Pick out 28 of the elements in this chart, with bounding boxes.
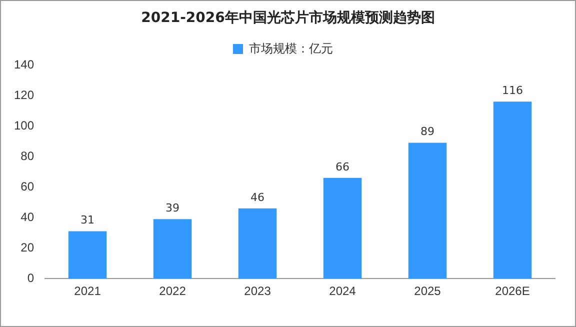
chart-title: 2021-2026年中国光芯片市场规模预测趋势图 [140, 9, 436, 27]
y-tick-label: 120 [14, 88, 34, 102]
data-label: 116 [502, 84, 523, 97]
bar [153, 219, 192, 279]
data-label: 31 [80, 214, 95, 227]
x-tick-label: 2021 [74, 284, 102, 298]
bar [408, 142, 447, 279]
data-label: 89 [420, 125, 435, 138]
x-tick-label: 2023 [244, 284, 272, 298]
data-label: 66 [336, 160, 350, 174]
data-label: 39 [166, 201, 180, 214]
x-tick-label: 2022 [159, 284, 186, 298]
bar [238, 208, 277, 279]
x-tick-label: 2026E [495, 284, 530, 298]
data-label: 46 [250, 190, 265, 204]
bar [493, 102, 532, 279]
x-tick-label: 2025 [414, 284, 442, 298]
y-tick-label: 140 [14, 57, 34, 72]
y-tick-label: 100 [14, 118, 34, 132]
legend-label: 市场规模：亿元 [249, 41, 333, 56]
y-tick-label: 20 [20, 240, 34, 254]
y-tick-label: 0 [27, 270, 34, 285]
y-tick-label: 40 [20, 210, 34, 224]
x-tick-label: 2024 [329, 284, 356, 298]
y-tick-label: 80 [20, 148, 34, 163]
bar [68, 231, 107, 279]
y-tick-label: 60 [20, 179, 34, 194]
bar [323, 178, 362, 279]
